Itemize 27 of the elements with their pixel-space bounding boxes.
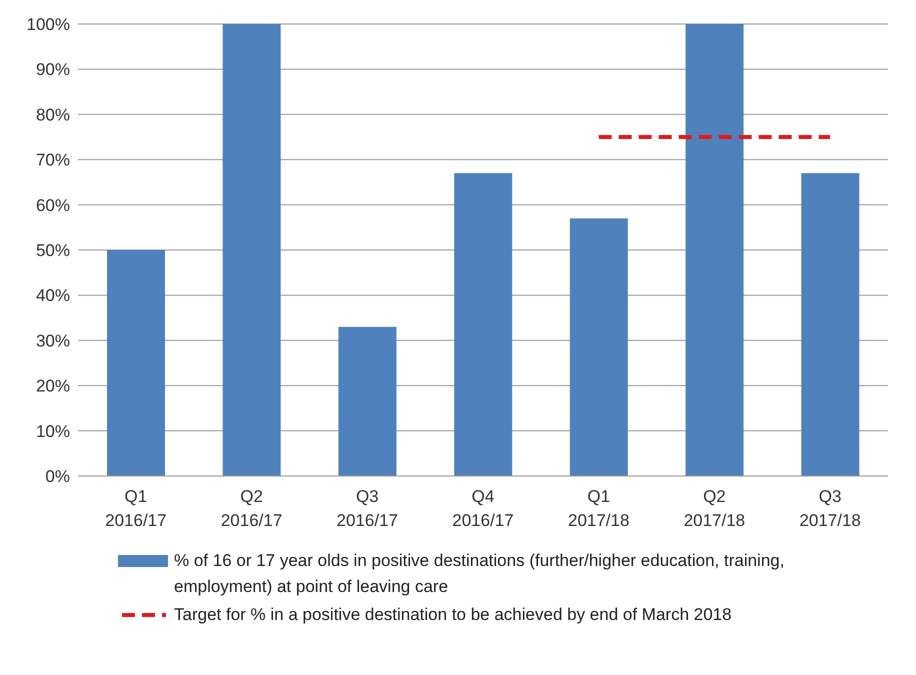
y-tick-label: 30% bbox=[36, 331, 70, 350]
x-tick-label: Q3 2016/17 bbox=[336, 487, 398, 530]
bar bbox=[801, 173, 860, 476]
x-tick-label: Q2 2017/18 bbox=[684, 487, 746, 530]
y-tick-label: 80% bbox=[36, 105, 70, 124]
y-tick-label: 90% bbox=[36, 60, 70, 80]
x-tick-label: Q3 2017/18 bbox=[799, 487, 861, 530]
x-tick-label: Q1 2017/18 bbox=[568, 487, 630, 530]
y-tick-label: 50% bbox=[36, 241, 70, 260]
x-tick-label: Q4 2016/17 bbox=[452, 487, 514, 530]
y-tick-label: 10% bbox=[36, 422, 70, 441]
bar bbox=[107, 250, 165, 476]
legend-label: % of 16 or 17 year olds in positive destinations (further/higher education, training, employment) at point of leaving care bbox=[174, 550, 786, 598]
bar bbox=[570, 218, 628, 476]
y-tick-label: 100% bbox=[26, 15, 70, 34]
y-tick-label: 70% bbox=[36, 150, 70, 170]
bar bbox=[222, 24, 281, 476]
bar bbox=[338, 326, 396, 476]
y-tick-label: 40% bbox=[36, 286, 70, 306]
bar bbox=[686, 24, 744, 476]
y-tick-label: 60% bbox=[36, 196, 70, 215]
x-tick-label: Q2 2016/17 bbox=[220, 487, 282, 530]
legend-label: Target for % in a positive destination to be achieved by end of March 2018 bbox=[174, 604, 732, 626]
x-tick-label: Q1 2016/17 bbox=[105, 487, 167, 530]
y-tick-label: 20% bbox=[36, 376, 70, 396]
bar bbox=[454, 173, 512, 476]
y-tick-label: 0% bbox=[45, 467, 70, 486]
